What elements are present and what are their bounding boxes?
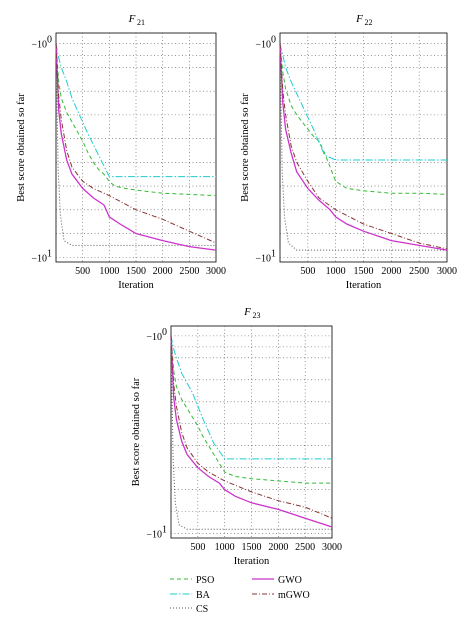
series-line-mgwo [55,43,217,244]
series-line-cs [279,43,447,251]
series-line-pso [55,43,217,197]
x-tick-label: 2000 [381,266,401,277]
series-line-ba [279,43,447,161]
y-tick-exponent: 0 [162,327,167,338]
series-line-mgwo [279,43,448,250]
legend-label-gwo: GWO [278,575,302,586]
series-line-cs [170,335,332,530]
x-tick-label: 1000 [99,266,119,277]
x-tick-label: 1000 [215,542,235,553]
x-axis-label: Iteration [234,556,270,567]
series-line-ba [170,335,332,460]
legend-label-mgwo: mGWO [278,590,310,601]
x-tick-label: 2000 [268,542,288,553]
chart-title-subscript: 22 [365,18,373,27]
y-tick-label: −10 [255,40,271,51]
series-line-gwo [170,335,333,528]
x-axis-label: Iteration [118,280,154,291]
plot-frame [55,32,217,263]
x-axis-label: Iteration [346,280,382,291]
y-tick-exponent: 1 [162,525,167,536]
x-tick-label: 3000 [322,542,342,553]
y-tick-exponent: 1 [271,248,276,259]
chart-title-subscript: 23 [253,311,261,320]
x-tick-label: 2500 [179,266,199,277]
y-tick-label: −10 [31,253,47,264]
chart-panel-23: 500 1000 1500 2000 2500 3000−10 0−10 1F 23Iterat… [131,306,342,567]
legend: PSO GWO BA mGWO CS [170,575,310,615]
legend-label-cs: CS [196,604,208,615]
chart-title: F [243,306,251,318]
y-tick-exponent: 0 [47,35,52,46]
y-axis-label: Best score obtained so far [131,377,142,486]
y-tick-exponent: 0 [271,35,276,46]
series-line-ba [55,43,216,178]
x-tick-label: 2000 [153,266,173,277]
x-tick-label: 1000 [326,266,346,277]
series-line-gwo [55,43,217,251]
x-tick-label: 1500 [126,266,146,277]
y-axis-label: Best score obtained so far [16,93,27,202]
legend-label-pso: PSO [196,575,214,586]
chart-title: F [355,13,363,25]
y-axis-label: Best score obtained so far [240,93,251,202]
y-tick-label: −10 [146,332,162,343]
y-tick-label: −10 [146,530,162,541]
y-tick-label: −10 [31,40,47,51]
x-tick-label: 500 [75,266,90,277]
legend-label-ba: BA [196,590,211,601]
x-tick-label: 2500 [409,266,429,277]
y-tick-label: −10 [255,253,271,264]
series-line-cs [55,43,216,246]
chart-panel-22: 500 1000 1500 2000 2500 3000−10 0−10 1F 22Iterat… [240,13,457,291]
x-tick-label: 3000 [206,266,226,277]
x-tick-label: 500 [300,266,315,277]
x-tick-label: 500 [190,542,205,553]
y-tick-exponent: 1 [47,248,52,259]
x-tick-label: 1500 [242,542,262,553]
chart-panel-21: 500 1000 1500 2000 2500 3000−10 0−10 1F 21Iterat… [16,13,226,291]
chart-title-subscript: 21 [137,18,145,27]
chart-title: F [128,13,136,25]
x-tick-label: 2500 [295,542,315,553]
x-tick-label: 1500 [354,266,374,277]
series-line-gwo [279,43,448,251]
x-tick-label: 3000 [437,266,457,277]
